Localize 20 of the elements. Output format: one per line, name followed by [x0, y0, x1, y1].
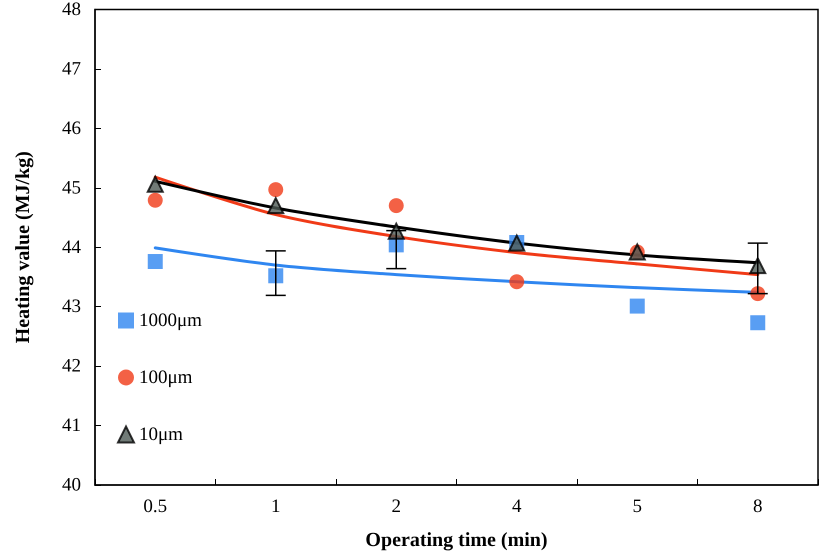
x-tick-label: 8: [753, 496, 762, 517]
y-tick-label: 47: [62, 58, 81, 80]
x-tick-label: 0.5: [143, 496, 168, 517]
legend-label: 1000μm: [139, 310, 202, 331]
x-tick-label: 5: [632, 496, 642, 517]
y-tick-label: 44: [62, 236, 82, 258]
y-tick-label: 40: [62, 474, 81, 496]
x-tick-label: 1: [271, 496, 280, 517]
y-tick-label: 43: [62, 296, 81, 318]
legend-label: 100μm: [139, 367, 193, 388]
y-tick-label: 48: [62, 0, 81, 20]
x-axis-title: Operating time (min): [365, 529, 548, 551]
legend-label: 10μm: [139, 424, 184, 445]
y-tick-label: 45: [62, 177, 81, 198]
y-axis-title: Heating value (MJ/kg): [12, 151, 34, 344]
y-tick-label: 46: [62, 118, 81, 139]
x-tick-label: 2: [392, 496, 401, 517]
y-tick-label: 41: [62, 415, 81, 436]
x-tick-label: 4: [512, 496, 522, 517]
y-tick-label: 42: [62, 356, 81, 377]
